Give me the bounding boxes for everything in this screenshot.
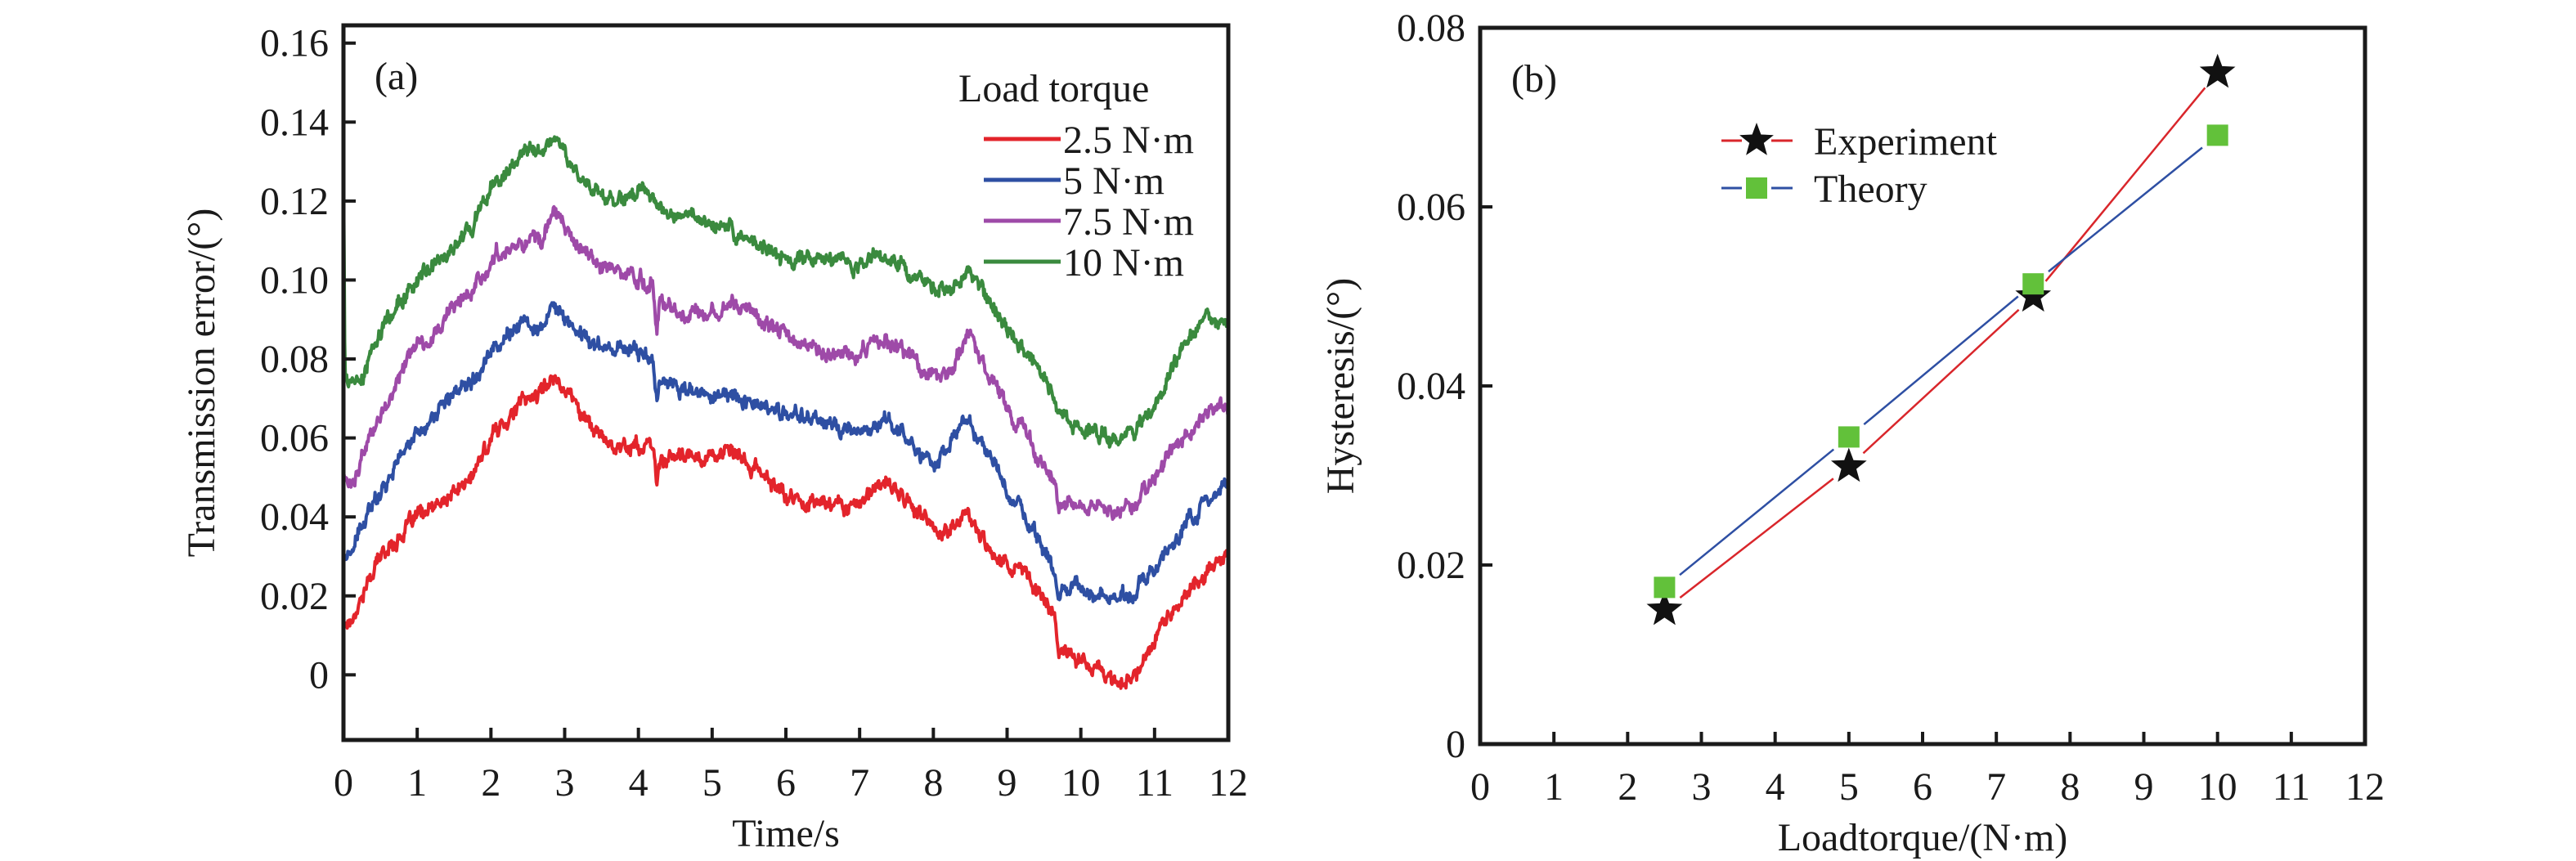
chart-a-x-tick-label: 6 xyxy=(776,761,796,805)
chart-a-y-tick-label: 0.04 xyxy=(260,496,329,539)
chart-a-y-ticks: 0 0.02 0.04 0.06 0.08 0.10 0.12 0.14 0.16 xyxy=(260,22,356,697)
chart-a-x-axis-title: Time/s xyxy=(732,812,840,855)
chart-a-series-line-7-5Nm xyxy=(342,204,1230,521)
chart-b-y-tick-label: 0 xyxy=(1446,723,1465,766)
chart-b-x-tick-label: 1 xyxy=(1544,765,1564,809)
chart-a-legend: Load torque 2.5 N·m5 N·m7.5 N·m10 N·m xyxy=(958,67,1194,285)
chart-b-legend-star-icon xyxy=(1739,123,1774,155)
chart-b-theory-point xyxy=(2206,124,2228,146)
chart-b-legend-square-icon xyxy=(1746,177,1767,199)
chart-b-legend-label: Experiment xyxy=(1814,120,1998,164)
chart-b-x-tick-label: 11 xyxy=(2273,765,2310,809)
chart-b-x-tick-label: 3 xyxy=(1692,765,1712,809)
chart-b-experiment-point xyxy=(1831,447,1867,482)
chart-a-x-tick-label: 0 xyxy=(334,761,353,805)
chart-b-theory-point xyxy=(1838,426,1860,448)
chart-a-legend-label: 2.5 N·m xyxy=(1063,119,1194,162)
chart-b-x-axis-title: Loadtorque/(N·m) xyxy=(1778,816,2068,859)
chart-b-theory-line-segment xyxy=(1863,295,2019,426)
chart-a-y-tick-label: 0.10 xyxy=(260,258,329,302)
chart-a-x-tick-label: 11 xyxy=(1136,761,1174,805)
chart-b-panel-label: (b) xyxy=(1511,57,1557,101)
chart-b-theory-line-segment xyxy=(1679,448,1835,576)
chart-b-experiment-point xyxy=(2015,277,2052,312)
chart-b-x-tick-label: 10 xyxy=(2198,765,2237,809)
chart-b-experiment-line-segment xyxy=(2044,87,2206,282)
chart-b-y-tick-label: 0.02 xyxy=(1397,544,1465,587)
chart-a-series-line-2-5Nm xyxy=(342,374,1230,690)
chart-b-y-axis-title: Hysteresis/(°) xyxy=(1319,278,1362,494)
chart-b-theory-line-segment xyxy=(2048,146,2203,273)
chart-b-x-tick-label: 4 xyxy=(1766,765,1785,809)
chart-a-y-tick-label: 0 xyxy=(309,653,329,697)
chart-a-x-tick-label: 2 xyxy=(481,761,500,805)
chart-b-x-tick-label: 2 xyxy=(1618,765,1637,809)
chart-a-x-tick-label: 5 xyxy=(702,761,722,805)
chart-b-y-tick-label: 0.06 xyxy=(1397,186,1465,229)
chart-a-x-ticks: 0 1 2 3 4 5 6 7 8 9 10 11 12 xyxy=(334,728,1248,805)
chart-b-experiment-line-segment xyxy=(1862,308,2020,455)
chart-a: 0 1 2 3 4 5 6 7 8 9 10 11 12 00.020.040.060.080.100.… xyxy=(180,22,1248,855)
chart-b-theory-point xyxy=(2022,273,2044,295)
chart-b-x-tick-label: 5 xyxy=(1839,765,1859,809)
chart-b-experiment-point xyxy=(2199,53,2236,88)
chart-a-panel-label: (a) xyxy=(375,55,418,98)
chart-a-x-tick-label: 9 xyxy=(998,761,1017,805)
chart-b-legend-label: Theory xyxy=(1814,168,1928,211)
chart-b-experiment-line-segment xyxy=(1679,478,1834,599)
chart-b: 0 1 2 3 4 5 6 7 8 9 10 11 12 00.020.040.060.08 (b) L… xyxy=(1319,7,2385,859)
chart-b-y-tick-label: 0.08 xyxy=(1397,7,1465,50)
chart-a-series-line-10Nm xyxy=(342,135,1230,449)
chart-a-legend-title: Load torque xyxy=(958,67,1149,110)
chart-a-y-tick-label: 0.14 xyxy=(260,101,329,144)
chart-a-x-tick-label: 7 xyxy=(850,761,869,805)
chart-a-legend-label: 7.5 N·m xyxy=(1063,200,1194,244)
chart-a-y-tick-label: 0.02 xyxy=(260,575,329,618)
chart-b-series-layer xyxy=(1646,53,2236,626)
chart-a-y-tick-label: 0.12 xyxy=(260,180,329,223)
chart-a-series-line-5Nm xyxy=(342,301,1230,605)
chart-b-theory-point xyxy=(1654,576,1676,599)
chart-b-y-ticks: 0 0.02 0.04 0.06 0.08 xyxy=(1397,7,1492,766)
chart-a-y-axis-title: Transmission error/(°) xyxy=(180,209,223,558)
chart-b-x-ticks: 0 1 2 3 4 5 6 7 8 9 10 11 12 xyxy=(1470,732,2385,809)
chart-a-x-tick-label: 1 xyxy=(407,761,427,805)
chart-b-x-tick-label: 9 xyxy=(2134,765,2154,809)
chart-a-x-tick-label: 8 xyxy=(923,761,943,805)
chart-b-y-tick-label: 0.04 xyxy=(1397,365,1465,408)
chart-b-experiment-point xyxy=(1646,590,1683,626)
chart-b-x-tick-label: 0 xyxy=(1470,765,1490,809)
chart-a-x-tick-label: 4 xyxy=(629,761,648,805)
chart-a-x-tick-label: 12 xyxy=(1209,761,1248,805)
chart-b-x-tick-label: 8 xyxy=(2060,765,2080,809)
chart-a-x-tick-label: 3 xyxy=(555,761,575,805)
chart-a-legend-label: 5 N·m xyxy=(1063,159,1165,203)
chart-a-y-tick-label: 0.08 xyxy=(260,338,329,381)
chart-b-x-tick-label: 12 xyxy=(2345,765,2385,809)
chart-a-y-tick-label: 0.06 xyxy=(260,417,329,460)
chart-b-x-tick-label: 6 xyxy=(1913,765,1932,809)
chart-a-legend-label: 10 N·m xyxy=(1063,241,1184,285)
chart-b-x-tick-label: 7 xyxy=(1986,765,2006,809)
chart-a-x-tick-label: 10 xyxy=(1061,761,1101,805)
chart-a-y-tick-label: 0.16 xyxy=(260,22,329,65)
chart-a-series-layer xyxy=(342,135,1230,690)
